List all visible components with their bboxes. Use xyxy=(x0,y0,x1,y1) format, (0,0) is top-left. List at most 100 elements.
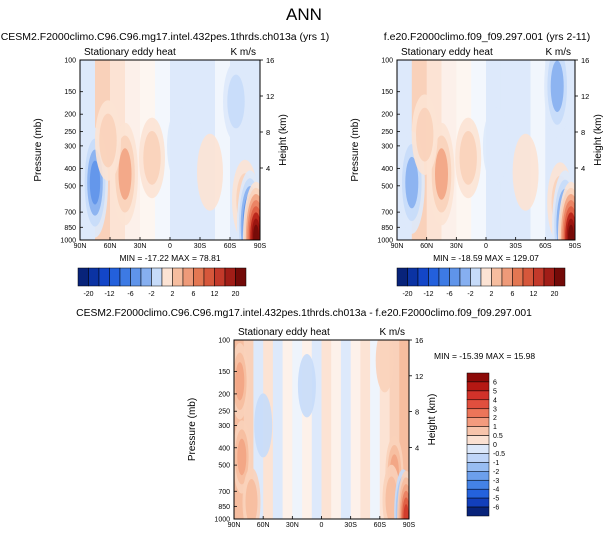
y2-tick-label: 12 xyxy=(266,92,274,101)
y-tick-label: 150 xyxy=(381,89,393,96)
y2-tick-label: 8 xyxy=(581,128,585,137)
colorbar-swatch xyxy=(466,372,490,383)
contour-band xyxy=(389,340,400,519)
colorbar-swatch xyxy=(172,267,184,287)
y-tick-label: 400 xyxy=(64,166,76,173)
panel-units: K m/s xyxy=(545,47,571,58)
contour-field xyxy=(80,60,260,240)
colorbar-label: 12 xyxy=(211,291,219,298)
colorbar-swatch xyxy=(491,267,503,287)
y-tick-label: 700 xyxy=(381,210,393,217)
y-tick-label: 100 xyxy=(64,58,76,65)
contour-cell xyxy=(297,354,316,418)
colorbar-label: 6 xyxy=(511,291,515,298)
contour-band xyxy=(379,340,391,519)
colorbar-label: 20 xyxy=(551,291,559,298)
y-tick-label: 1000 xyxy=(377,238,393,245)
y-tick-label: 300 xyxy=(218,423,230,430)
x-tick-label: 60N xyxy=(257,522,270,529)
colorbar-label: 6 xyxy=(192,291,196,298)
colorbar-swatch xyxy=(466,390,490,401)
colorbar-label: -12 xyxy=(104,291,114,298)
colorbar-label: 12 xyxy=(530,291,538,298)
y-axis-label: Pressure (mb) xyxy=(33,118,44,181)
y-tick-label: 250 xyxy=(64,129,76,136)
contour-cell xyxy=(550,60,564,112)
x-tick-label: 90N xyxy=(228,522,241,529)
y-tick-label: 400 xyxy=(218,445,230,452)
colorbar-label: -6 xyxy=(493,505,499,512)
y-tick-label: 100 xyxy=(381,58,393,65)
contour-cell xyxy=(459,131,477,185)
colorbar-swatch xyxy=(480,267,492,287)
panel-units: K m/s xyxy=(379,327,405,338)
y-tick-label: 200 xyxy=(64,112,76,119)
y2-axis-label: Height (km) xyxy=(593,114,604,166)
panel-difference: CESM2.F2000climo.C96.C96.mg17.intel.432p… xyxy=(76,308,535,529)
y-tick-label: 500 xyxy=(381,183,393,190)
x-tick-label: 60N xyxy=(104,243,117,250)
contour-field xyxy=(397,60,575,240)
contour-band xyxy=(243,340,254,519)
colorbar-swatch xyxy=(109,267,121,287)
panel-title: f.e20.F2000climo.f09_f09.297.001 (yrs 2-… xyxy=(384,31,590,43)
stats-label: MIN = -15.39 MAX = 15.98 xyxy=(434,351,535,361)
contour-field xyxy=(234,340,409,519)
contour-cell xyxy=(253,224,259,240)
colorbar-swatch xyxy=(512,267,524,287)
y-tick-label: 250 xyxy=(218,409,230,416)
colorbar-swatch xyxy=(130,267,142,287)
colorbar-swatch xyxy=(466,435,490,445)
colorbar-label: -20 xyxy=(402,291,412,298)
colorbar-label: -2 xyxy=(148,291,154,298)
contour-cell xyxy=(482,107,509,185)
x-tick-label: 60N xyxy=(420,243,433,250)
contour-cell xyxy=(403,504,409,519)
colorbar-label: -6 xyxy=(127,291,133,298)
y-axis-label: Pressure (mb) xyxy=(350,118,361,181)
panel-model: CESM2.F2000climo.C96.C96.mg17.intel.432p… xyxy=(1,31,330,298)
x-tick-label: 0 xyxy=(168,243,172,250)
colorbar-swatch xyxy=(466,488,490,499)
contour-cell xyxy=(435,148,448,200)
contour-cell xyxy=(167,107,193,185)
x-tick-label: 30S xyxy=(509,243,522,250)
contour-cell xyxy=(512,133,539,211)
contour-cell xyxy=(118,148,132,200)
colorbar-swatch xyxy=(466,399,490,409)
x-tick-label: 90N xyxy=(74,243,87,250)
colorbar-swatch xyxy=(470,267,482,287)
colorbar-label: -4 xyxy=(493,487,499,494)
y-tick-label: 100 xyxy=(218,338,230,345)
contour-cell xyxy=(235,362,245,401)
x-tick-label: 90S xyxy=(569,243,582,250)
y-tick-label: 200 xyxy=(218,391,230,398)
y-tick-label: 700 xyxy=(218,489,230,496)
colorbar-swatch xyxy=(203,267,215,287)
colorbar-swatch xyxy=(417,267,429,287)
colorbar-swatch xyxy=(466,453,490,463)
y2-tick-label: 16 xyxy=(415,336,423,345)
colorbar-label: 5 xyxy=(493,388,497,395)
contour-cell xyxy=(143,131,161,185)
y2-tick-label: 8 xyxy=(415,408,419,417)
y-tick-label: 200 xyxy=(381,112,393,119)
y2-tick-label: 8 xyxy=(266,128,270,137)
x-tick-label: 30N xyxy=(450,243,463,250)
colorbar-swatch xyxy=(501,267,513,287)
page-title: ANN xyxy=(286,5,322,24)
colorbar-swatch xyxy=(466,471,490,481)
contour-band xyxy=(340,340,352,519)
colorbar-swatch xyxy=(119,267,131,287)
contour-cell xyxy=(245,479,258,519)
colorbar-swatch xyxy=(466,426,490,436)
colorbar-swatch xyxy=(407,267,419,287)
colorbar-label: -2 xyxy=(493,469,499,476)
contour-cell xyxy=(227,74,245,129)
y-tick-label: 150 xyxy=(218,369,230,376)
y2-tick-label: 4 xyxy=(415,443,419,452)
colorbar-swatch xyxy=(88,267,100,287)
y2-tick-label: 4 xyxy=(266,164,270,173)
contour-band xyxy=(302,340,313,519)
